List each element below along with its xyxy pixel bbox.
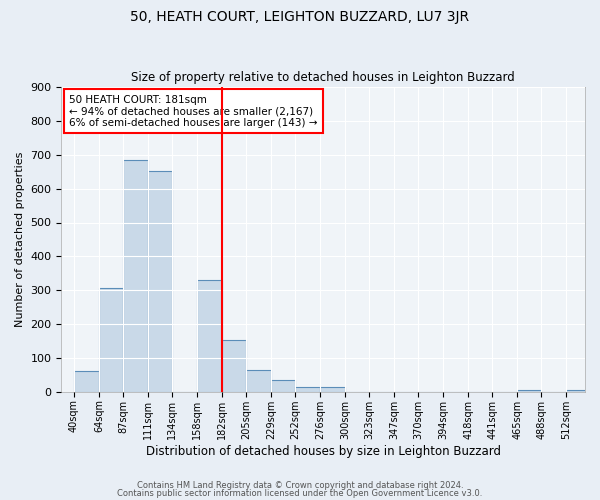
Bar [197, 280, 222, 392]
Bar [148, 172, 172, 392]
Title: Size of property relative to detached houses in Leighton Buzzard: Size of property relative to detached ho… [131, 72, 515, 85]
Text: Contains public sector information licensed under the Open Government Licence v3: Contains public sector information licen… [118, 488, 482, 498]
Bar [271, 380, 295, 392]
Bar [517, 390, 541, 392]
Bar [222, 340, 246, 392]
Bar [74, 371, 99, 392]
X-axis label: Distribution of detached houses by size in Leighton Buzzard: Distribution of detached houses by size … [146, 444, 501, 458]
Y-axis label: Number of detached properties: Number of detached properties [15, 152, 25, 327]
Bar [99, 288, 123, 392]
Bar [320, 386, 345, 392]
Bar [246, 370, 271, 392]
Text: Contains HM Land Registry data © Crown copyright and database right 2024.: Contains HM Land Registry data © Crown c… [137, 481, 463, 490]
Text: 50, HEATH COURT, LEIGHTON BUZZARD, LU7 3JR: 50, HEATH COURT, LEIGHTON BUZZARD, LU7 3… [130, 10, 470, 24]
Text: 50 HEATH COURT: 181sqm
← 94% of detached houses are smaller (2,167)
6% of semi-d: 50 HEATH COURT: 181sqm ← 94% of detached… [69, 94, 318, 128]
Bar [295, 386, 320, 392]
Bar [566, 390, 591, 392]
Bar [123, 160, 148, 392]
